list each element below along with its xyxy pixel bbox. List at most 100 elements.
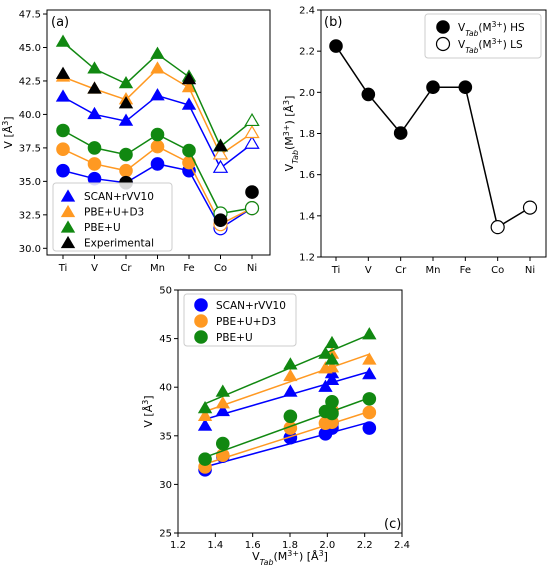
panel-c-xtick-label: 1.6 [245,540,261,551]
panel-b-ytick-label: 1.6 [299,170,315,181]
panel-b-label: (b) [324,15,342,30]
panel-a-xtick-label: Fe [183,263,194,274]
panel-b-legend-marker [435,36,451,52]
panel-a-legend-marker [60,220,76,233]
panel-b-ytick-label: 2.4 [299,6,315,17]
panel-a-legend-label: PBE+U [84,222,121,234]
panel-c-legend-label: PBE+U+D3 [216,316,276,328]
panel-c-point [318,379,333,392]
panel-a-point [244,201,260,216]
panel-c-point [198,452,212,466]
panel-a-point [87,81,102,94]
panel-c-xtick-label: 2.4 [394,540,410,551]
panel-c-point [362,352,377,365]
panel-c-xtick-label: 1.4 [207,540,223,551]
panel-c-series [198,392,377,466]
panel-c-point [325,394,339,409]
panel-a-series [55,88,260,173]
panel-a-ytick-label: 35.0 [19,177,41,188]
panel-c-point [197,408,213,422]
panel-b-legend-label: VTab(M3+) HS [458,20,525,38]
panel-a-point [87,157,102,171]
panel-a-frame [46,9,271,256]
panel-c-ytick-label: 45 [159,334,172,345]
panel-b-ytick-label: 1.2 [299,253,315,264]
panel-c-point [283,409,298,424]
panel-b-xtick-label: Co [491,265,504,276]
panel-c-series [197,327,377,414]
panel-c-legend-marker [194,330,208,344]
panel-a-label: (a) [51,15,69,30]
panel-a-ytick-label: 37.5 [19,143,41,154]
panel-a-point [213,213,228,227]
panel-a: 30.0 32.5 35.0 37.5 40.0 42.5 45.0 47.5 Ti V Cr Mn F… [1,9,271,274]
panel-c-fit-line [204,353,370,413]
panel-a-legend-marker [60,235,76,249]
panel-c-legend-label: SCAN+rVV10 [216,300,286,312]
panel-a-point [150,127,165,142]
panel-a-series [55,66,228,152]
panel-c-fit-line [204,410,370,465]
panel-b-ytick-label: 1.4 [299,211,315,222]
panel-a-point [181,72,197,85]
panel-a-point [87,106,102,120]
panel-a-point [150,139,165,154]
panel-a-point [150,157,165,171]
panel-a-point [55,89,71,102]
panel-a-point [56,163,70,178]
panel-a-point [56,123,70,138]
panel-a-legend-marker [60,189,76,202]
panel-c-legend-marker [194,298,208,312]
panel-c-point [324,360,340,373]
panel-c-xtick-label: 2.2 [357,540,373,551]
panel-b-xtick-label: Ni [525,265,535,276]
panel-a-point [87,141,102,155]
panel-c-point [324,352,340,365]
panel-a-point [181,80,197,93]
panel-c-point [197,400,213,414]
panel-c-legend: SCAN+rVV10 PBE+U+D3 PBE+U [183,293,297,347]
panel-c-fit-line [204,421,370,468]
panel-c-legend-box [183,293,297,347]
panel-c-point [325,406,339,421]
panel-a-point [118,76,134,89]
panel-c-ytick-label: 35 [159,431,172,442]
panel-a-point [213,138,228,152]
panel-c-legend-label: PBE+U [216,332,253,344]
panel-b-line [335,45,531,229]
panel-a-legend-box [52,182,173,252]
panel-b-ytick-label: 2.0 [299,88,315,99]
panel-c-xtick-label: 1.8 [282,540,298,551]
panel-a-xtick-label: Co [214,263,227,274]
panel-c-point [215,403,230,417]
panel-b-point [490,220,505,235]
panel-a-point [56,142,70,157]
panel-a-point [87,61,102,74]
panel-c-label: (c) [384,517,401,532]
panel-c-ytick-label: 25 [159,529,172,540]
panel-a-point [244,135,260,149]
panel-a-point [118,113,134,126]
panel-c-point [283,357,298,370]
panel-a-xtick-label: Mn [150,263,165,274]
panel-c-point [283,368,298,382]
panel-b-point [426,80,440,94]
panel-c-ylabel: V [Å3] [141,395,156,427]
panel-a-ytick-label: 40.0 [19,110,41,121]
panel-c-point [362,405,377,420]
panel-a-point [55,66,71,79]
panel-c-fit-line [204,397,370,458]
panel-a-ytick-label: 47.5 [19,10,41,21]
panel-c-point [324,335,340,349]
panel-c-point [318,346,333,359]
panel-b-ytick-label: 1.8 [299,129,315,140]
panel-a-ytick-label: 32.5 [19,210,41,221]
panel-c: 25 30 35 40 45 50 1.2 1.4 1.6 1.8 2.0 2.2 2.4 V [Å3] V… [141,286,410,567]
panel-c-series [197,346,377,422]
panel-a-point [182,143,196,158]
panel-a-xtick-label: Ti [58,263,68,274]
panel-c-xtick-label: 2.0 [319,540,335,551]
panel-a-point [244,112,260,127]
panel-b-point [329,39,343,53]
panel-a-ytick-label: 42.5 [19,76,41,87]
